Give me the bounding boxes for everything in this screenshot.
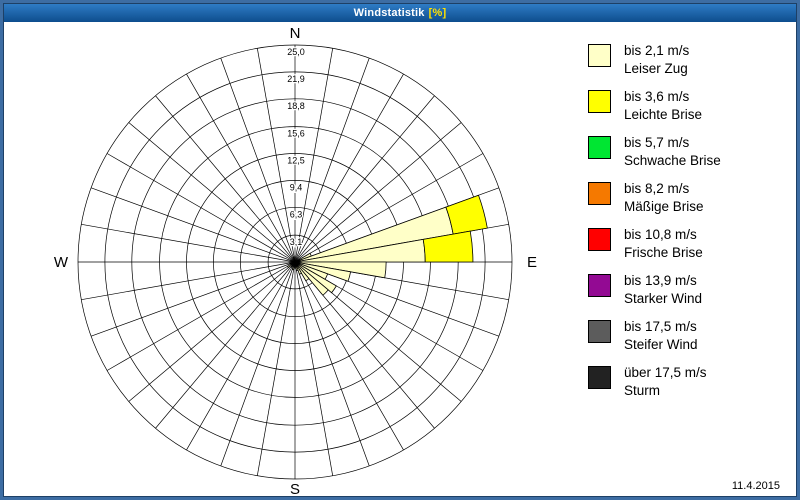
- ring-label: 3,1: [290, 237, 303, 247]
- legend-label: bis 2,1 m/s Leiser Zug: [624, 42, 689, 78]
- wind-sector: [294, 261, 310, 282]
- date-label: 11.4.2015: [731, 480, 780, 492]
- ring-label: 25,0: [287, 47, 305, 57]
- legend-speed-text: bis 2,1 m/s: [624, 43, 690, 58]
- grid-spoke: [155, 95, 296, 263]
- window-title: Windstatistik: [353, 7, 425, 19]
- grid-spoke: [106, 153, 296, 263]
- grid-spoke: [294, 261, 404, 451]
- legend-item: bis 5,7 m/s Schwache Brise: [588, 134, 721, 170]
- legend-speed-text: bis 5,7 m/s: [624, 135, 690, 150]
- wind-sector: [286, 261, 296, 269]
- grid-spoke: [81, 261, 296, 301]
- legend-swatch: [588, 136, 611, 159]
- grid-spoke: [294, 261, 334, 476]
- grid-spoke: [128, 122, 296, 263]
- legend: bis 2,1 m/s Leiser Zug bis 3,6 m/s Leichte …: [588, 42, 721, 400]
- legend-item: bis 8,2 m/s Mäßige Brise: [588, 180, 721, 216]
- compass-east-label: E: [527, 254, 537, 271]
- ring-label: 12,5: [287, 156, 305, 166]
- legend-desc-text: Sturm: [624, 383, 661, 398]
- legend-swatch: [588, 366, 611, 389]
- legend-item: bis 10,8 m/s Frische Brise: [588, 226, 721, 262]
- legend-speed-text: bis 8,2 m/s: [624, 181, 690, 196]
- window-frame: Windstatistik [%] 3,1 6,3 9,4 12,5 15,6 18,8 21…: [3, 3, 797, 497]
- legend-desc-text: Steifer Wind: [624, 337, 698, 352]
- legend-speed-text: bis 13,9 m/s: [624, 273, 697, 288]
- grid-spoke: [220, 57, 296, 263]
- legend-desc-text: Mäßige Brise: [624, 199, 704, 214]
- grid-spoke: [294, 261, 370, 467]
- wind-sector: [294, 261, 303, 275]
- grid-spoke: [186, 73, 296, 263]
- legend-swatch: [588, 44, 611, 67]
- ring-label: 18,8: [287, 101, 305, 111]
- compass-west-label: W: [54, 254, 69, 271]
- window-title-unit: [%]: [428, 7, 447, 19]
- grid-spoke: [106, 261, 296, 371]
- wind-sector: [294, 261, 297, 269]
- grid-spoke: [294, 48, 334, 263]
- compass-south-label: S: [290, 481, 300, 496]
- windrose-svg: 3,1 6,3 9,4 12,5 15,6 18,8 21,9 25,0 N S W E: [54, 25, 537, 496]
- legend-speed-text: bis 10,8 m/s: [624, 227, 697, 242]
- legend-speed-text: bis 3,6 m/s: [624, 89, 690, 104]
- legend-label: über 17,5 m/s Sturm: [624, 364, 707, 400]
- wind-sector: [422, 230, 474, 263]
- grid-spoke: [294, 153, 484, 263]
- legend-desc-text: Schwache Brise: [624, 153, 721, 168]
- wind-sector: [289, 261, 296, 265]
- legend-swatch: [588, 228, 611, 251]
- wind-sector: [294, 261, 329, 296]
- legend-item: bis 13,9 m/s Starker Wind: [588, 272, 721, 308]
- legend-item: bis 3,6 m/s Leichte Brise: [588, 88, 721, 124]
- legend-item: über 17,5 m/s Sturm: [588, 364, 721, 400]
- legend-item: bis 17,5 m/s Steifer Wind: [588, 318, 721, 354]
- compass-north-label: N: [290, 25, 301, 42]
- legend-label: bis 8,2 m/s Mäßige Brise: [624, 180, 704, 216]
- legend-swatch: [588, 90, 611, 113]
- wind-sector: [290, 260, 296, 263]
- legend-speed-text: bis 17,5 m/s: [624, 319, 697, 334]
- wind-sector: [294, 261, 337, 294]
- ring-label: 15,6: [287, 129, 305, 139]
- grid-spoke: [256, 48, 296, 263]
- legend-label: bis 3,6 m/s Leichte Brise: [624, 88, 702, 124]
- grid-spoke: [81, 223, 296, 263]
- grid-spoke: [90, 187, 296, 263]
- legend-desc-text: Leichte Brise: [624, 107, 703, 122]
- legend-desc-text: Frische Brise: [624, 245, 703, 260]
- title-bar: Windstatistik [%]: [4, 4, 796, 22]
- legend-item: bis 2,1 m/s Leiser Zug: [588, 42, 721, 78]
- legend-speed-text: über 17,5 m/s: [624, 365, 707, 380]
- grid-spoke: [294, 95, 435, 263]
- wind-sector: [445, 194, 488, 235]
- legend-label: bis 10,8 m/s Frische Brise: [624, 226, 703, 262]
- ring-label: 9,4: [290, 182, 303, 192]
- grid-spoke: [294, 73, 404, 263]
- wind-sector: [292, 256, 296, 263]
- chart-area: 3,1 6,3 9,4 12,5 15,6 18,8 21,9 25,0 N S W E bis 2,…: [4, 22, 796, 496]
- legend-swatch: [588, 274, 611, 297]
- grid-spoke: [294, 122, 462, 263]
- grid-spoke: [90, 261, 296, 337]
- grid-spoke: [256, 261, 296, 476]
- legend-label: bis 5,7 m/s Schwache Brise: [624, 134, 721, 170]
- grid-spoke: [128, 261, 296, 402]
- legend-swatch: [588, 320, 611, 343]
- legend-desc-text: Starker Wind: [624, 291, 703, 306]
- ring-label: 6,3: [290, 209, 303, 219]
- legend-desc-text: Leiser Zug: [624, 61, 688, 76]
- grid-spoke: [294, 57, 370, 263]
- legend-label: bis 17,5 m/s Steifer Wind: [624, 318, 698, 354]
- legend-label: bis 13,9 m/s Starker Wind: [624, 272, 702, 308]
- grid-spoke: [186, 261, 296, 451]
- grid-spoke: [155, 261, 296, 429]
- legend-swatch: [588, 182, 611, 205]
- grid-spoke: [220, 261, 296, 467]
- ring-label: 21,9: [287, 74, 305, 84]
